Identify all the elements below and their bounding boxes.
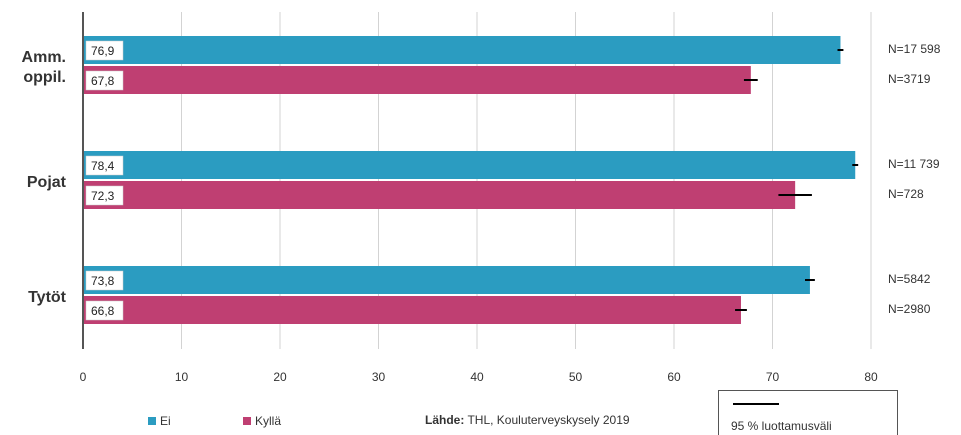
data-label-box (85, 70, 124, 91)
n-label: N=2980 (888, 302, 931, 316)
legend-label-kylla: Kyllä (255, 414, 282, 428)
data-label: 72,3 (91, 189, 115, 203)
data-label-box (85, 185, 124, 206)
n-label: N=5842 (888, 272, 931, 286)
ci-legend-label: 95 % luottamusväli (731, 419, 832, 433)
legend-swatch-ei (148, 417, 156, 425)
x-tick-label: 20 (273, 370, 287, 384)
x-tick-label: 80 (864, 370, 878, 384)
legend-label-ei: Ei (160, 414, 171, 428)
data-label-box (85, 40, 124, 61)
data-label: 67,8 (91, 74, 115, 88)
category-label: oppil. (23, 69, 66, 86)
bar (84, 151, 856, 179)
legend-item-kylla: Kyllä (243, 414, 281, 428)
x-tick-label: 60 (667, 370, 681, 384)
source-label: Lähde: (425, 413, 465, 427)
bar (84, 66, 751, 94)
x-tick-label: 50 (569, 370, 583, 384)
x-tick-label: 10 (175, 370, 189, 384)
n-label: N=11 739 (888, 157, 940, 171)
x-tick-label: 70 (766, 370, 780, 384)
data-label-box (85, 270, 124, 291)
n-label: N=3719 (888, 72, 931, 86)
data-label: 76,9 (91, 44, 115, 58)
data-label-box (85, 300, 124, 321)
x-tick-label: 30 (372, 370, 386, 384)
legend-swatch-kylla (243, 417, 251, 425)
bar (84, 181, 796, 209)
n-label: N=17 598 (888, 42, 941, 56)
category-label: Amm. (22, 49, 66, 66)
data-label: 73,8 (91, 274, 115, 288)
category-label: Tytöt (28, 289, 67, 306)
source-note: Lähde: THL, Kouluterveyskysely 2019 (425, 413, 630, 427)
x-tick-label: 40 (470, 370, 484, 384)
bar (84, 36, 841, 64)
bar (84, 296, 741, 324)
source-text: THL, Kouluterveyskysely 2019 (464, 413, 630, 427)
x-tick-label: 0 (80, 370, 87, 384)
ci-legend: 95 % luottamusväli (718, 390, 898, 435)
category-label: Pojat (27, 174, 67, 191)
data-label-box (85, 155, 124, 176)
data-label: 66,8 (91, 304, 115, 318)
ci-legend-line (733, 403, 779, 405)
n-label: N=728 (888, 187, 924, 201)
data-label: 78,4 (91, 159, 115, 173)
bar (84, 266, 810, 294)
legend-item-ei: Ei (148, 414, 171, 428)
